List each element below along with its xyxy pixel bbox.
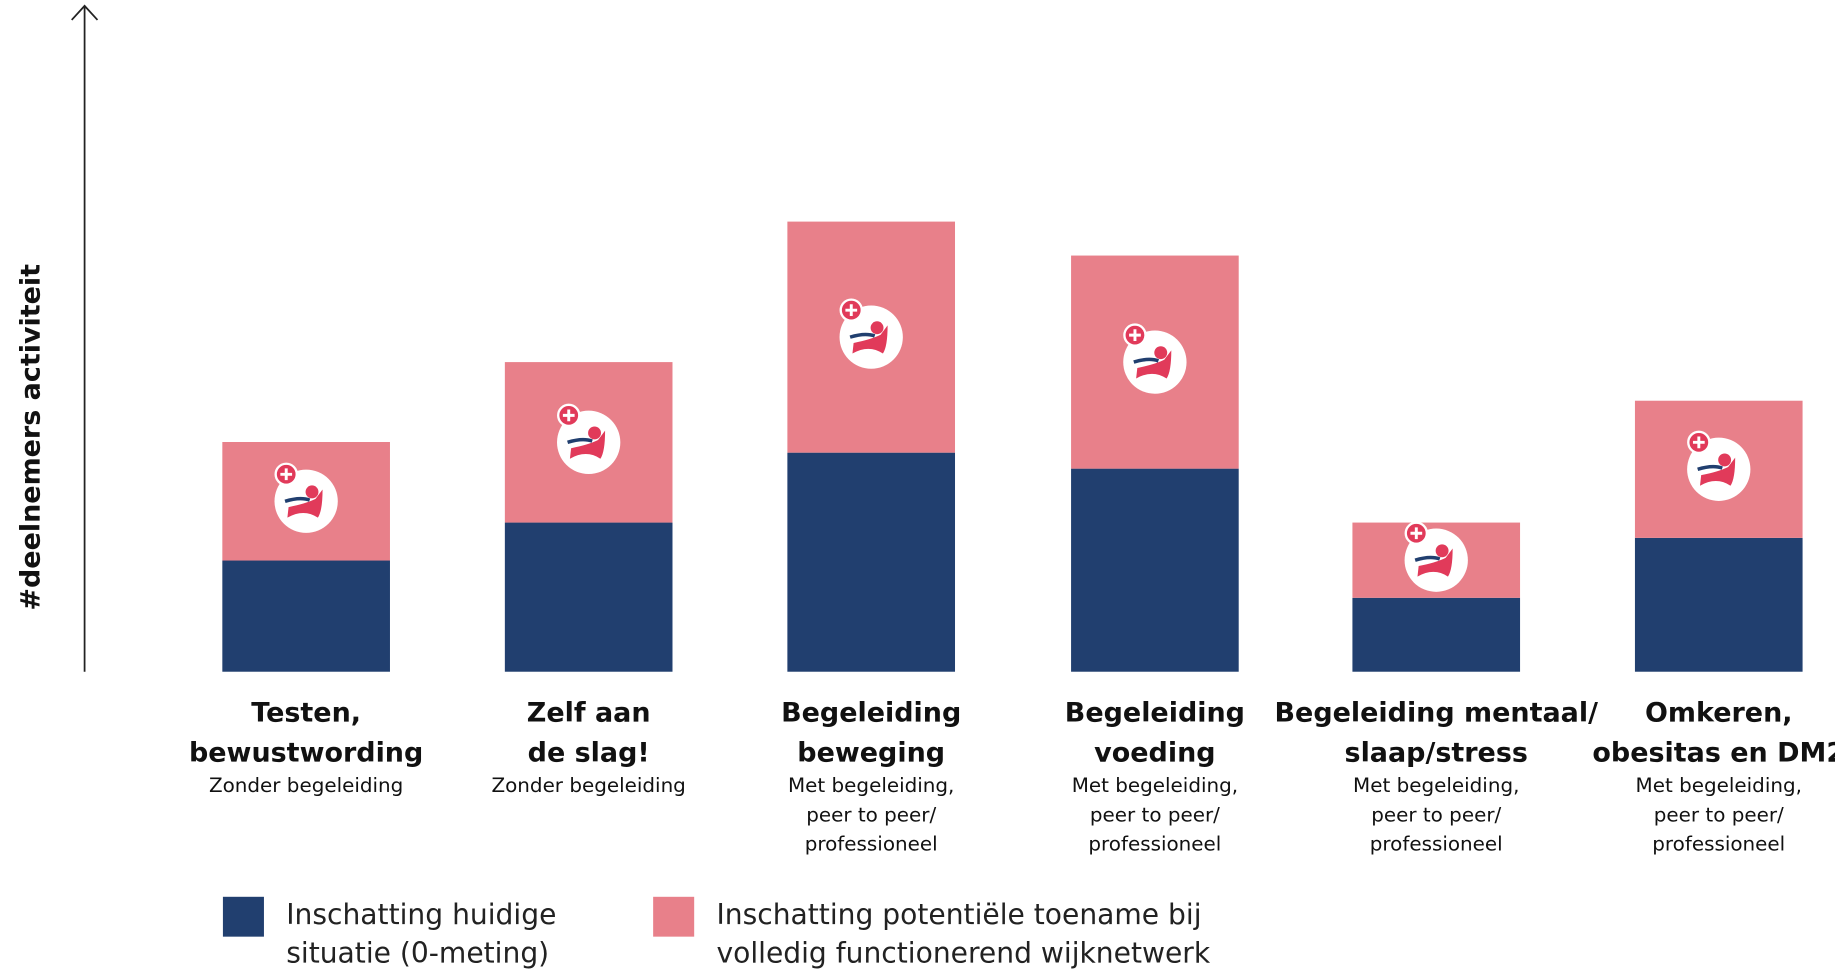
- x-tick-sublabel: Met begeleiding,: [1353, 774, 1519, 797]
- logo-circle: [1123, 330, 1187, 394]
- bar-segment: [222, 560, 390, 672]
- bar-segment: [504, 522, 673, 672]
- logo-circle: [839, 305, 903, 369]
- logo-plus: [1692, 436, 1705, 449]
- logo-circle: [557, 410, 621, 474]
- x-tick-label: de slag!: [528, 737, 650, 768]
- logo-body: [569, 430, 606, 459]
- logo-circle: [274, 469, 338, 533]
- x-tick-sublabel: Zonder begeleiding: [492, 774, 686, 797]
- x-tick-label: bewustwording: [189, 737, 423, 768]
- x-tick-label: beweging: [797, 737, 945, 768]
- x-tick-sublabel: professioneel: [1088, 833, 1221, 856]
- logo: [1687, 430, 1751, 501]
- logo-swoosh: [567, 437, 593, 445]
- x-tick-label: Zelf aan: [527, 697, 651, 728]
- logo: [1123, 323, 1187, 394]
- legend-label: Inschatting huidige situatie (0-meting): [286, 897, 557, 970]
- logo-circle: [1687, 437, 1751, 501]
- x-tick-label: Begeleiding: [1065, 697, 1245, 728]
- x-tick-sublabel: Met begeleiding,: [788, 774, 954, 797]
- logo-swoosh: [1697, 464, 1723, 471]
- logo-swoosh: [1133, 357, 1160, 364]
- x-tick-sublabel: peer to peer/: [1090, 803, 1220, 826]
- bar-segment: [787, 452, 956, 672]
- legend-entry: Inschatting potentiële toename bij volle…: [716, 897, 1211, 970]
- x-tick-sublabel: peer to peer/: [1371, 803, 1501, 826]
- x-tick-sublabel: Met begeleiding,: [1072, 774, 1238, 797]
- bar-segment: [1634, 537, 1803, 672]
- logo-body: [1136, 350, 1172, 379]
- logo-circle: [1404, 528, 1468, 592]
- logo-head: [870, 321, 884, 335]
- logo-swoosh: [849, 332, 876, 339]
- logo: [1404, 521, 1468, 592]
- x-tick-label: Testen,: [251, 697, 361, 728]
- x-tick-label: slaap/stress: [1345, 737, 1528, 768]
- logo: [839, 298, 903, 369]
- y-axis-arrow: [71, 4, 99, 21]
- logo-plus: [1410, 527, 1423, 540]
- logo-plus: [280, 468, 293, 481]
- y-axis-label: #deelnemers activiteit: [15, 264, 46, 611]
- logo-body: [1417, 548, 1453, 577]
- legend-swatch: [222, 896, 264, 937]
- bar-segment: [1352, 597, 1521, 672]
- logo-head: [305, 485, 319, 499]
- x-tick-sublabel: Zonder begeleiding: [209, 774, 403, 797]
- x-tick-sublabel: professioneel: [805, 833, 938, 856]
- logo-head: [1435, 544, 1449, 558]
- logo-body: [1700, 457, 1736, 486]
- logo-head: [1154, 346, 1168, 360]
- x-tick-sublabel: Met begeleiding,: [1636, 774, 1802, 797]
- x-tick-label: Omkeren,: [1645, 697, 1792, 728]
- x-tick-label: Begeleiding mentaal/: [1275, 697, 1599, 728]
- x-tick-sublabel: peer to peer/: [806, 803, 936, 826]
- bar-segment: [1071, 468, 1239, 672]
- logo: [274, 462, 338, 533]
- x-tick-sublabel: professioneel: [1652, 833, 1785, 856]
- x-tick-sublabel: peer to peer/: [1654, 803, 1784, 826]
- x-tick-label: obesitas en DM2: [1592, 737, 1835, 768]
- legend-label: Inschatting potentiële toename bij volle…: [716, 897, 1211, 970]
- logo-body: [852, 325, 888, 354]
- logo: [557, 403, 621, 474]
- x-tick-label: Begeleiding: [781, 697, 961, 728]
- logo-swoosh: [284, 496, 311, 503]
- x-tick-sublabel: professioneel: [1370, 833, 1503, 856]
- logo-plus: [845, 304, 858, 317]
- logo-swoosh: [1414, 555, 1441, 562]
- logo-head: [588, 426, 601, 440]
- logo-head: [1718, 453, 1732, 467]
- logo-plus: [1129, 329, 1141, 341]
- x-tick-label: voeding: [1094, 737, 1215, 768]
- legend-swatch: [653, 896, 695, 937]
- logo-plus: [562, 409, 575, 422]
- legend-entry: Inschatting huidige situatie (0-meting): [286, 897, 557, 970]
- logo-body: [287, 489, 323, 518]
